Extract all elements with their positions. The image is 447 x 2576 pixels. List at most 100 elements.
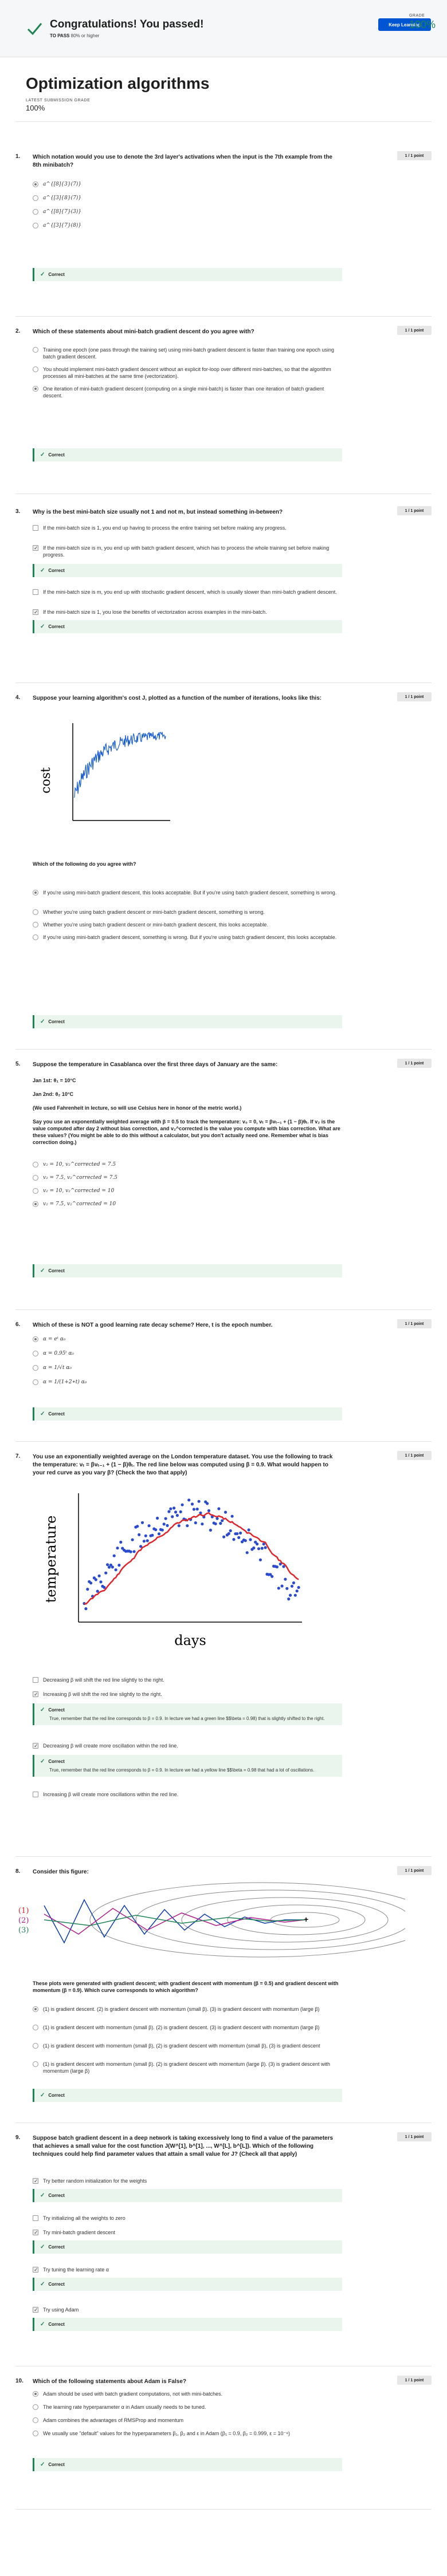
option[interactable]: Adam combines the advantages of RMSProp … — [33, 2417, 342, 2424]
option[interactable]: Try better random initialization for the… — [33, 2177, 342, 2184]
option[interactable]: We usually use "default" values for the … — [33, 2430, 342, 2437]
question-number: 1. — [15, 153, 21, 160]
temperature-point — [146, 1539, 149, 1543]
radio[interactable] — [33, 1162, 38, 1167]
option[interactable]: (1) is gradient descent with momentum (s… — [33, 2061, 342, 2074]
option[interactable]: Training one epoch (one pass through the… — [33, 346, 342, 360]
option[interactable]: α = 0.95ᵗ α₀ — [33, 1350, 342, 1357]
option[interactable]: If the mini-batch size is 1, you end up … — [33, 524, 342, 531]
option[interactable]: The learning rate hyperparameter α in Ad… — [33, 2404, 342, 2411]
option[interactable]: One iteration of mini-batch gradient des… — [33, 385, 342, 399]
option[interactable]: a^{[8]{3}(7)} — [33, 181, 342, 188]
keep-learning-button[interactable]: Keep Learning — [378, 18, 431, 31]
option[interactable]: a^{[3]{8}(7)} — [33, 195, 342, 202]
temperature-axis-label: temperature — [43, 1516, 59, 1603]
option[interactable]: a^{[3]{7}(8)} — [33, 222, 342, 229]
temperature-point — [195, 1508, 199, 1511]
checkbox-checked[interactable] — [33, 2229, 38, 2236]
radio-selected[interactable] — [33, 890, 38, 896]
option[interactable]: v₂ = 10, v₂^corrected = 7.5 — [33, 1161, 342, 1168]
radio[interactable] — [33, 347, 38, 353]
option[interactable]: Decreasing β will create more oscillatio… — [33, 1742, 342, 1749]
temperature-point — [199, 1511, 202, 1514]
radio-selected[interactable] — [33, 2391, 38, 2397]
radio[interactable] — [33, 934, 38, 940]
radio[interactable] — [33, 1188, 38, 1194]
radio[interactable] — [33, 1351, 38, 1356]
option[interactable]: v₂ = 7.5, v₂^corrected = 7.5 — [33, 1174, 342, 1181]
checkbox-checked[interactable] — [33, 609, 38, 616]
radio[interactable] — [33, 2404, 38, 2410]
checkbox[interactable] — [33, 2215, 38, 2221]
option[interactable]: If the mini-batch size is m, you end up … — [33, 589, 342, 595]
radio[interactable] — [33, 2417, 38, 2423]
option[interactable]: v₂ = 10, v₂^corrected = 10 — [33, 1188, 342, 1194]
checkbox[interactable] — [33, 525, 38, 531]
option[interactable]: α = 1/√t α₀ — [33, 1364, 342, 1371]
question-text: Which notation would you use to denote t… — [33, 154, 332, 168]
option[interactable]: If the mini-batch size is 1, you lose th… — [33, 609, 342, 616]
option[interactable]: Try using Adam — [33, 2306, 342, 2313]
option[interactable]: (1) is gradient descent with momentum (s… — [33, 2024, 342, 2031]
option[interactable]: Increasing β will create more oscillatio… — [33, 1791, 342, 1798]
option[interactable]: If the mini-batch size is m, you end up … — [33, 545, 342, 558]
radio[interactable] — [33, 209, 38, 215]
radio[interactable] — [33, 2043, 38, 2049]
checkbox-checked[interactable] — [33, 2306, 38, 2313]
checkbox[interactable] — [33, 1792, 38, 1797]
option[interactable]: Try mini-batch gradient descent — [33, 2229, 342, 2236]
checkbox[interactable] — [33, 1677, 38, 1683]
radio[interactable] — [33, 922, 38, 928]
check-circle-icon: ✓ — [40, 1758, 45, 1765]
radio[interactable] — [33, 1379, 38, 1385]
radio-selected[interactable] — [33, 1336, 38, 1342]
option[interactable]: Try initializing all the weights to zero — [33, 2215, 342, 2222]
temperature-point — [264, 1546, 267, 1549]
radio[interactable] — [33, 2431, 38, 2436]
radio[interactable] — [33, 366, 38, 372]
option[interactable]: α = 1/(1+2∗t) α₀ — [33, 1379, 342, 1386]
question-text: Consider this figure: — [33, 1869, 89, 1875]
option[interactable]: (1) is gradient descent. (2) is gradient… — [33, 2006, 342, 2013]
option[interactable]: Increasing β will shift the red line sli… — [33, 1691, 342, 1698]
radio[interactable] — [33, 223, 38, 228]
option[interactable]: α = eᵗ α₀ — [33, 1336, 342, 1343]
option[interactable]: If you're using mini-batch gradient desc… — [33, 934, 342, 941]
radio[interactable] — [33, 1175, 38, 1181]
option[interactable]: You should implement mini-batch gradient… — [33, 366, 342, 380]
temperature-point — [181, 1503, 184, 1506]
radio[interactable] — [33, 2061, 38, 2067]
radio[interactable] — [33, 195, 38, 201]
option[interactable]: (1) is gradient descent with momentum (s… — [33, 2042, 342, 2049]
radio-selected[interactable] — [33, 182, 38, 187]
checkbox-checked[interactable] — [33, 1742, 38, 1749]
option[interactable]: If you're using mini-batch gradient desc… — [33, 889, 342, 896]
question-number: 2. — [15, 328, 21, 334]
option[interactable]: Decreasing β will shift the red line sli… — [33, 1676, 342, 1683]
radio-selected[interactable] — [33, 1201, 38, 1207]
checkbox-checked[interactable] — [33, 2177, 38, 2184]
option-label: Try initializing all the weights to zero — [43, 2215, 126, 2221]
option[interactable]: a^{[8]{7}(3)} — [33, 208, 342, 215]
option-label: Adam combines the advantages of RMSProp … — [43, 2417, 184, 2423]
temperature-point — [230, 1514, 234, 1518]
radio-selected[interactable] — [33, 2006, 38, 2012]
option[interactable]: Adam should be used with batch gradient … — [33, 2390, 342, 2397]
checkbox[interactable] — [33, 589, 38, 595]
radio[interactable] — [33, 1365, 38, 1371]
option-label: If you're using mini-batch gradient desc… — [43, 934, 337, 940]
option[interactable]: Whether you're using batch gradient desc… — [33, 921, 342, 928]
option[interactable]: Whether you're using batch gradient desc… — [33, 909, 342, 916]
temperature-point — [179, 1510, 182, 1513]
radio-selected[interactable] — [33, 386, 38, 392]
checkbox-checked[interactable] — [33, 1691, 38, 1698]
option[interactable]: v₂ = 7.5, v₂^corrected = 10 — [33, 1201, 342, 1208]
radio[interactable] — [33, 2025, 38, 2030]
checkbox-checked[interactable] — [33, 545, 38, 551]
temperature-point — [117, 1564, 121, 1567]
points-badge: 1 / 1 point — [397, 2132, 432, 2141]
option[interactable]: Try tuning the learning rate α — [33, 2266, 342, 2273]
correct-label: Correct — [48, 2244, 65, 2250]
checkbox-checked[interactable] — [33, 2266, 38, 2273]
radio[interactable] — [33, 909, 38, 915]
